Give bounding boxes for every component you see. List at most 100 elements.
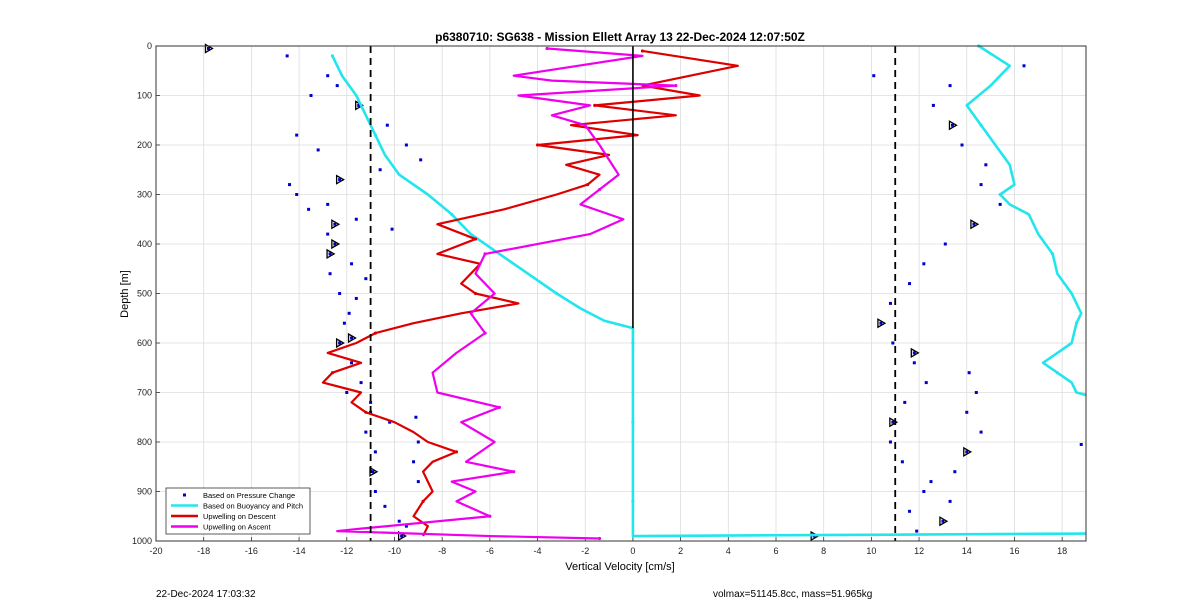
series-4-point-0 [545,46,549,51]
series-0-point-11 [295,193,299,196]
series-0-point-80 [965,450,969,454]
series-0-point-74 [948,499,952,503]
series-0-point-48 [416,440,420,444]
series-0-point-73 [929,480,933,484]
series-0-point-46 [416,480,420,484]
series-3-point-0 [640,49,645,53]
y-tick-label-1: 100 [137,91,152,101]
series-2-line [965,44,1087,397]
y-axis-label: Depth [m] [119,270,131,318]
x-tick-label-0: -20 [149,546,162,556]
series-0-point-57 [984,163,988,167]
x-tick-label-6: -8 [438,546,446,556]
x-tick-label-14: 8 [821,546,826,556]
series-0-point-38 [364,430,368,434]
series-2-point-8 [998,192,1002,197]
series-0-point-62 [922,262,926,266]
series-0-point-83 [974,391,978,394]
series-0-point-64 [888,301,892,305]
series-0-point-33 [350,262,354,266]
x-tick-label-4: -12 [340,546,353,556]
x-axis-label: Vertical Velocity [cm/s] [565,561,674,573]
series-2-point-4 [979,123,983,127]
x-tick-label-8: -4 [534,546,542,556]
y-tick-label-9: 900 [137,487,152,497]
series-3-point-16 [473,237,478,241]
series-0-point-36 [345,391,349,394]
series-0-point-34 [326,232,330,236]
series-0-marker-60 [970,219,980,230]
series-0-marker-70 [889,417,899,428]
series-0-point-18 [295,133,299,137]
y-tick-label-7: 700 [137,388,152,398]
legend-entry-2: Upwelling on Descent [203,512,276,521]
x-tick-label-17: 14 [962,546,972,556]
series-0-point-24 [342,321,346,325]
series-0-point-28 [369,400,373,404]
series-0-point-21 [328,272,332,276]
series-0-point-60 [972,222,976,226]
series-0-point-69 [903,400,907,404]
series-0-point-32 [354,296,358,300]
series-0-point-42 [383,504,387,508]
series-3-point-8 [535,143,540,147]
legend-entry-0: Based on Pressure Change [203,491,295,500]
series-0-point-77 [908,509,912,513]
legend-marker-0 [183,493,186,497]
specs-footer: volmax=51145.8cc, mass=51.965kg [713,589,873,600]
y-tick-label-10: 1000 [132,536,152,546]
series-0-marker-85 [910,347,920,359]
series-0-point-16 [307,207,311,211]
series-0-point-5 [357,103,361,107]
series-0-point-8 [419,158,423,162]
series-0-point-40 [371,470,375,474]
series-0-point-70 [891,420,895,424]
series-0-point-72 [900,460,904,464]
x-tick-label-10: 0 [630,546,635,556]
series-4-point-4 [674,84,678,88]
series-0-point-68 [924,381,928,385]
series-2-point-20 [1055,371,1059,375]
series-0-point-43 [397,519,401,523]
series-0-marker-75 [939,516,949,527]
y-tick-label-5: 500 [137,289,152,299]
y-tick-label-4: 400 [137,239,152,249]
series-0-point-26 [350,361,354,365]
series-3-point-12 [586,183,590,187]
series-2-point-12 [1051,252,1055,256]
series-0-point-15 [333,242,337,246]
series-0-point-53 [948,84,952,88]
series-0-point-71 [888,440,892,444]
series-0-point-3 [309,94,313,97]
series-0-point-49 [414,415,418,419]
x-tick-label-19: 18 [1057,546,1067,556]
series-1-line [331,55,1087,538]
series-0-point-44 [404,524,408,528]
x-tick-label-16: 12 [914,546,924,556]
series-0-point-56 [960,143,964,147]
series-0-point-79 [953,470,957,474]
series-3-point-32 [364,410,368,414]
series-0-point-0 [206,46,210,50]
x-tick-label-11: 2 [678,546,683,556]
x-tick-label-12: 4 [726,546,731,556]
series-1-point-4 [373,133,377,137]
chart-title: p6380710: SG638 - Mission Ellett Array 1… [435,30,805,44]
series-4-point-16 [483,252,487,256]
series-0-point-17 [288,183,292,187]
series-0-point-35 [333,222,337,226]
x-tick-label-3: -14 [293,546,306,556]
legend-entry-1: Based on Buoyancy and Pitch [203,502,303,511]
series-3-point-24 [373,331,377,335]
series-3-point-28 [330,371,335,375]
series-0-marker-80 [963,446,973,458]
series-0-marker-25 [335,337,345,349]
series-4-line [336,47,677,540]
series-1-point-24 [631,499,635,503]
series-0-point-86 [872,74,876,78]
series-0-marker-55 [948,120,958,131]
series-0-point-10 [338,178,342,182]
series-1-point-0 [330,54,335,58]
series-0-point-66 [891,341,895,345]
